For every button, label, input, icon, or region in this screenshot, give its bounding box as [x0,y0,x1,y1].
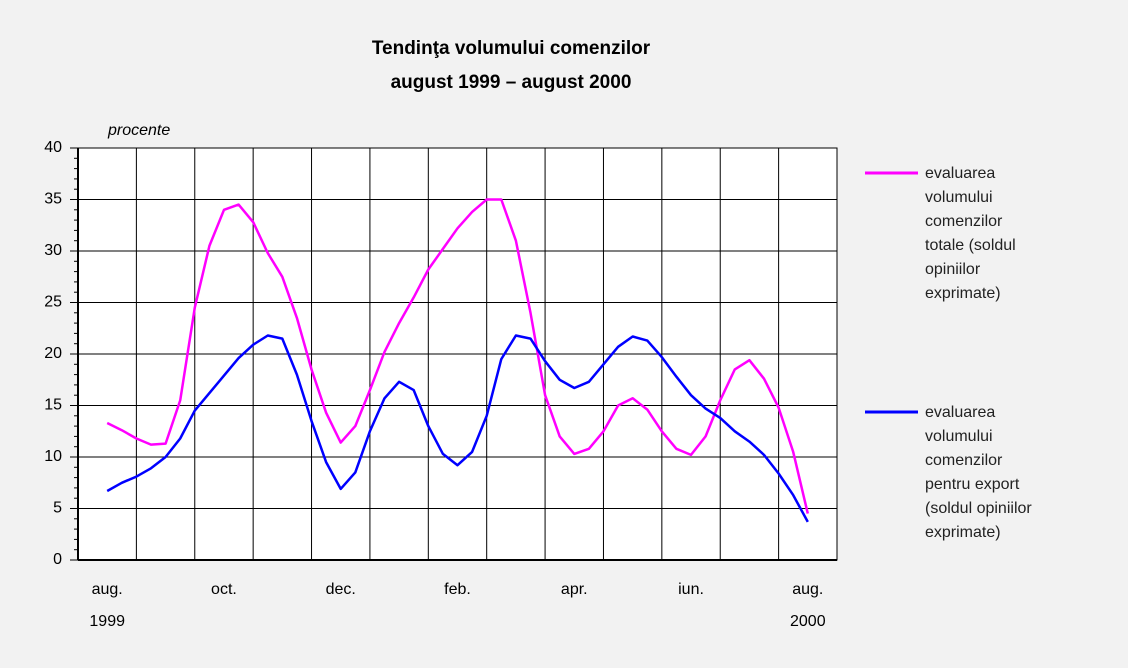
x-tick-label: iun. [678,581,704,598]
x-tick-label: feb. [444,581,471,598]
y-tick-label: 10 [44,448,62,465]
y-tick-label: 0 [53,551,62,568]
x-tick-label: dec. [325,581,356,598]
y-tick-label: 25 [44,294,62,311]
y-tick-label: 20 [44,345,62,362]
x-tick-label: apr. [560,581,588,598]
y-tick-label: 35 [44,191,62,208]
series-line [106,334,809,523]
y-tick-label: 30 [44,242,62,259]
x-tick-label: aug. 2000 [790,581,826,630]
y-axis-label: procente [107,122,170,139]
y-tick-label: 40 [44,139,62,156]
y-tick-label: 5 [53,500,62,517]
chart-title: Tendinţa volumului comenzilor [371,38,651,59]
y-tick-label: 15 [44,397,62,414]
legend-label: evaluarea volumului comenzilor pentru ex… [925,404,1032,541]
x-tick-label: aug. 1999 [89,581,125,630]
chart-subtitle: august 1999 – august 2000 [390,72,632,93]
legend-label: evaluarea volumului comenzilor totale (s… [925,165,1016,302]
x-tick-label: oct. [211,581,237,598]
series-line [106,198,810,514]
